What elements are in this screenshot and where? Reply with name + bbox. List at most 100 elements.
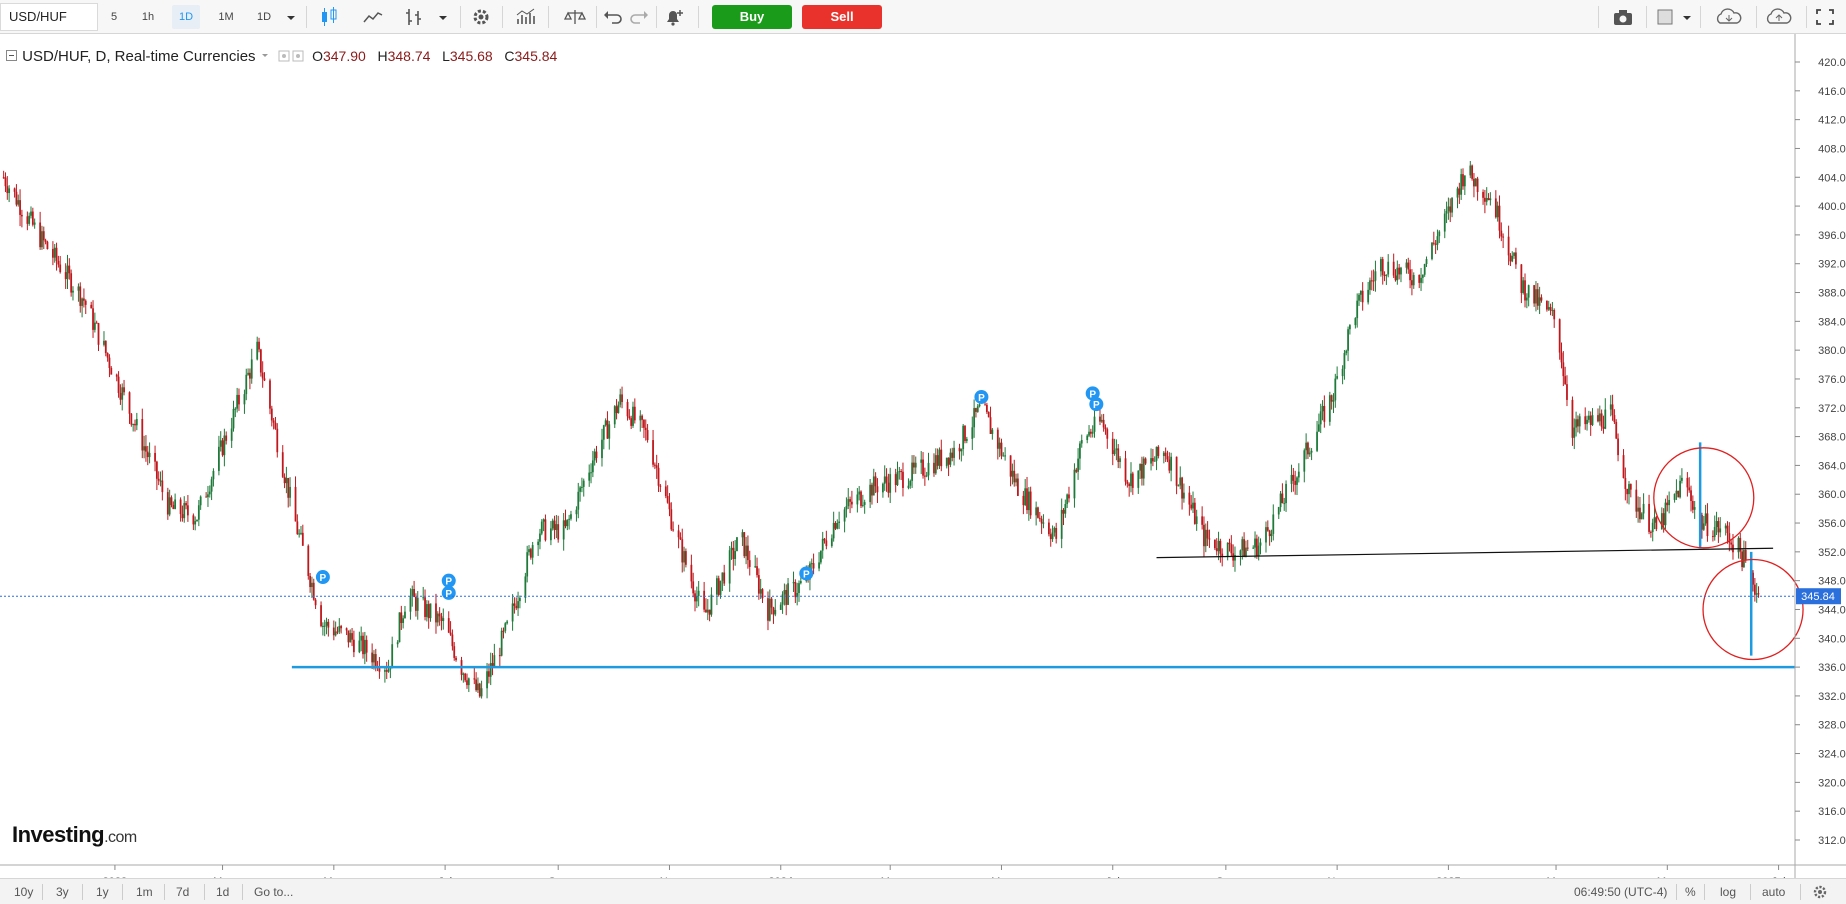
candle-body [17,200,20,205]
candle-body [1374,271,1377,281]
chevron-down-icon[interactable] [260,50,270,60]
candle-body [411,589,414,597]
candle-body [1062,509,1065,514]
candle-body [232,408,235,429]
interval-1d-button[interactable]: 1D [172,5,200,29]
cloud-download-icon[interactable] [1712,5,1746,29]
range-1d-button[interactable]: 1d [216,885,230,899]
goto-button[interactable]: Go to... [254,885,294,899]
alert-icon[interactable] [660,5,686,29]
candle-body [234,408,237,410]
candle-body [644,427,647,431]
line-chart-icon[interactable] [360,5,386,29]
candle-body [998,442,1001,449]
candle-body [683,551,685,563]
candle-body [1150,458,1152,464]
candle-body [1487,198,1490,201]
candle-body [205,496,208,498]
interval-1d-alt-button[interactable]: 1D [256,11,272,23]
candle-body [115,374,118,377]
candle-body [1549,307,1552,311]
candle-body [1131,473,1134,488]
candle-body [110,368,113,375]
percent-toggle[interactable]: % [1685,885,1696,899]
auto-toggle[interactable]: auto [1762,885,1786,899]
candle-body [821,538,824,551]
candle-body [289,486,291,498]
compare-icon[interactable] [562,5,588,29]
fullscreen-icon[interactable] [1812,5,1838,29]
candle-body [269,380,271,409]
range-1y-button[interactable]: 1y [96,885,109,899]
candle-body [1305,442,1308,451]
candle-body [464,673,467,681]
range-7d-button[interactable]: 7d [176,885,190,899]
chevron-down-icon[interactable] [282,5,300,29]
legend-title[interactable]: USD/HUF, D, Real-time Currencies [22,48,256,65]
bar-type-icon[interactable] [401,5,427,29]
candle-body [83,298,85,301]
candle-body [1575,419,1577,428]
candle-body [1509,255,1512,262]
candle-body [1511,255,1514,262]
collapse-icon[interactable] [6,50,18,62]
candle-body [1215,548,1218,552]
indicators-icon[interactable] [513,5,539,29]
candle-body [591,460,594,473]
candle-body [1535,289,1537,304]
candle-body [692,581,695,594]
candle-body [181,514,184,519]
candle-body [409,596,412,612]
symbol-input[interactable]: USD/HUF [0,3,98,31]
candle-body [1252,547,1255,549]
undo-icon[interactable] [600,5,626,29]
candle-body [108,357,111,369]
sell-button[interactable]: Sell [802,5,882,29]
candle-body [1277,507,1280,515]
interval-1m-button[interactable]: 1M [218,11,234,23]
candle-body [1142,458,1145,479]
candle-body [1217,540,1220,552]
candle-body [1367,289,1370,303]
camera-icon[interactable] [1610,5,1636,29]
candle-body [659,485,662,487]
chevron-down-icon[interactable] [1678,5,1696,29]
candle-body [95,322,98,324]
candle-body [1308,452,1311,455]
layout-icon[interactable] [1652,5,1678,29]
cloud-upload-icon[interactable] [1762,5,1796,29]
candle-body [953,447,955,458]
candle-body [218,446,220,471]
candle-body [732,547,735,560]
candle-body [1564,376,1567,385]
settings-icon[interactable] [468,5,494,29]
range-1m-button[interactable]: 1m [136,885,153,899]
range-10y-button[interactable]: 10y [14,885,34,899]
redo-icon[interactable] [626,5,652,29]
candle-body [684,551,687,565]
dropdown-icon[interactable] [434,5,452,29]
candle-body [672,529,675,531]
candle-body [723,572,726,584]
candles-icon[interactable] [316,5,342,29]
candle-body [697,590,700,597]
candle-body [33,222,36,225]
candle-body [462,673,465,675]
candle-body [1513,252,1515,256]
log-toggle[interactable]: log [1720,885,1737,899]
candle-body [1600,413,1603,427]
candle-body [1358,294,1360,301]
candle-body [1139,463,1142,471]
buy-button[interactable]: Buy [712,5,792,29]
interval-5-button[interactable]: 5 [110,11,118,23]
legend-settings-icon[interactable] [278,50,308,62]
gear-icon[interactable] [1812,884,1828,900]
candle-body [1626,488,1629,495]
candle-body [1629,484,1632,490]
legend-ohlc: O347.90 H348.74 L345.68 C345.84 [312,48,558,64]
range-3y-button[interactable]: 3y [56,885,69,899]
interval-1h-button[interactable]: 1h [141,11,155,23]
p-marker [1085,386,1100,401]
candle-body [1717,521,1720,533]
